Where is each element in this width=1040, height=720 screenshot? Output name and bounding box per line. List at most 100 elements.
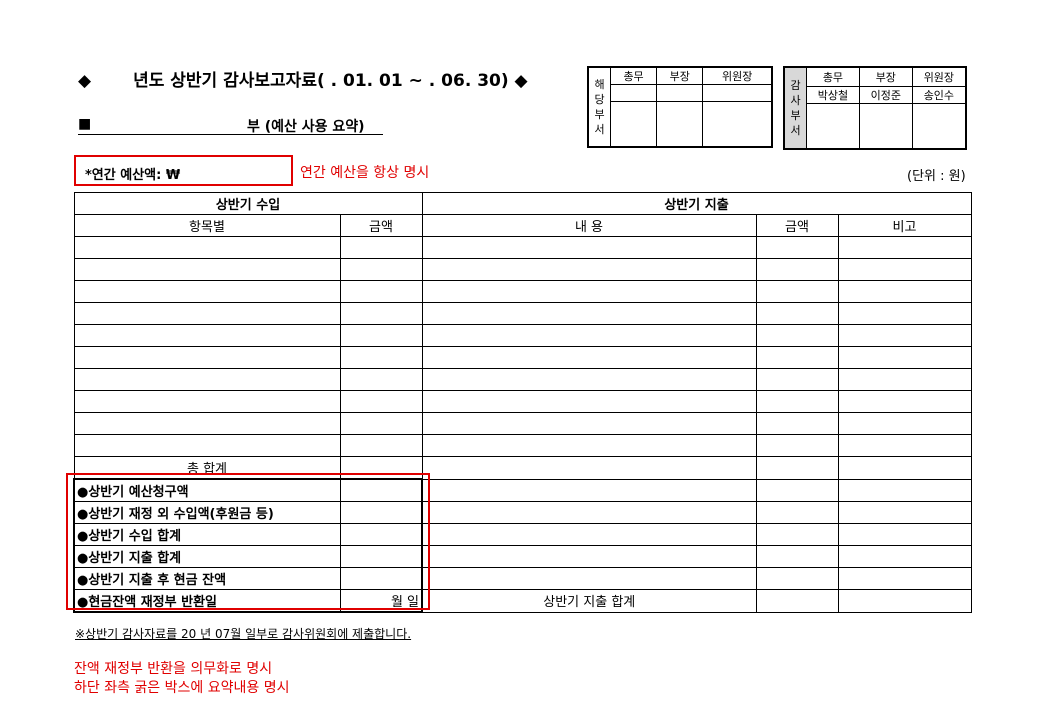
- table-cell[interactable]: [73, 412, 341, 435]
- signature-cell[interactable]: [656, 101, 704, 148]
- table-cell[interactable]: [755, 456, 839, 480]
- signature-cell[interactable]: [702, 101, 773, 148]
- signature-cell[interactable]: [609, 101, 658, 148]
- table-cell[interactable]: [421, 434, 757, 457]
- table-cell[interactable]: [339, 324, 423, 347]
- approval-header: 총무: [806, 66, 860, 87]
- table-cell[interactable]: [837, 589, 972, 613]
- expense-header: 상반기 지출: [421, 192, 972, 215]
- table-cell[interactable]: [755, 545, 839, 568]
- table-cell[interactable]: [421, 258, 757, 281]
- table-cell[interactable]: [755, 478, 839, 502]
- summary-label: ●상반기 수입 합계: [73, 523, 341, 546]
- table-cell[interactable]: [339, 258, 423, 281]
- approval-name: 이정준: [858, 85, 913, 104]
- table-cell[interactable]: [755, 434, 839, 457]
- table-cell[interactable]: [73, 302, 341, 325]
- table-cell[interactable]: [421, 523, 757, 546]
- summary-value[interactable]: 월 일: [339, 589, 423, 613]
- table-cell[interactable]: [755, 280, 839, 303]
- table-cell[interactable]: [421, 280, 757, 303]
- table-cell[interactable]: [339, 368, 423, 391]
- table-cell[interactable]: [421, 501, 757, 524]
- table-cell[interactable]: [421, 545, 757, 568]
- table-cell[interactable]: [837, 302, 972, 325]
- table-cell[interactable]: [421, 456, 757, 480]
- table-cell[interactable]: [755, 390, 839, 413]
- table-cell[interactable]: [837, 390, 972, 413]
- table-cell[interactable]: [837, 456, 972, 480]
- table-cell[interactable]: [755, 258, 839, 281]
- table-cell[interactable]: [755, 501, 839, 524]
- table-cell[interactable]: [421, 412, 757, 435]
- annual-budget-note: 연간 예산을 항상 명시: [300, 165, 430, 181]
- signature-cell[interactable]: [806, 102, 860, 150]
- table-cell[interactable]: [837, 324, 972, 347]
- column-header: 비고: [837, 214, 972, 237]
- table-cell[interactable]: [837, 434, 972, 457]
- table-cell[interactable]: [837, 368, 972, 391]
- table-cell[interactable]: [421, 368, 757, 391]
- table-cell[interactable]: [837, 346, 972, 369]
- table-cell[interactable]: [421, 346, 757, 369]
- summary-value[interactable]: [339, 567, 423, 590]
- table-cell[interactable]: [73, 236, 341, 259]
- approval-name: 박상철: [806, 85, 860, 104]
- table-cell[interactable]: [837, 236, 972, 259]
- column-header: 항목별: [73, 214, 341, 237]
- table-row: [73, 434, 972, 457]
- table-cell[interactable]: [73, 434, 341, 457]
- summary-label: ●상반기 지출 후 현금 잔액: [73, 567, 341, 590]
- table-cell[interactable]: [755, 567, 839, 590]
- table-cell[interactable]: [755, 368, 839, 391]
- column-header: 금액: [339, 214, 423, 237]
- table-cell[interactable]: [837, 501, 972, 524]
- signature-cell[interactable]: [911, 102, 967, 150]
- table-cell[interactable]: [73, 324, 341, 347]
- table-cell[interactable]: [837, 478, 972, 502]
- diamond-icon: ◆: [78, 71, 92, 91]
- table-cell[interactable]: [421, 390, 757, 413]
- table-cell[interactable]: [421, 567, 757, 590]
- table-cell[interactable]: [339, 346, 423, 369]
- table-cell[interactable]: [73, 368, 341, 391]
- expense-total-label: 상반기 지출 합계: [421, 589, 757, 613]
- table-cell[interactable]: [421, 478, 757, 502]
- table-cell[interactable]: [755, 589, 839, 613]
- table-cell[interactable]: [755, 412, 839, 435]
- table-cell[interactable]: [755, 324, 839, 347]
- signature-cell[interactable]: [858, 102, 913, 150]
- table-cell[interactable]: [755, 302, 839, 325]
- table-cell[interactable]: [73, 390, 341, 413]
- table-cell[interactable]: [339, 434, 423, 457]
- table-cell[interactable]: [837, 412, 972, 435]
- table-cell[interactable]: [421, 324, 757, 347]
- summary-row: ●상반기 지출 후 현금 잔액: [73, 567, 972, 590]
- table-cell[interactable]: [73, 280, 341, 303]
- table-cell[interactable]: [339, 302, 423, 325]
- table-cell[interactable]: [755, 236, 839, 259]
- table-cell[interactable]: [837, 258, 972, 281]
- table-cell[interactable]: [339, 236, 423, 259]
- table-cell[interactable]: [837, 523, 972, 546]
- table-cell[interactable]: [421, 236, 757, 259]
- table-cell[interactable]: [339, 390, 423, 413]
- table-row: [73, 280, 972, 303]
- table-cell[interactable]: [421, 302, 757, 325]
- table-cell[interactable]: [339, 280, 423, 303]
- table-cell[interactable]: [837, 280, 972, 303]
- table-cell[interactable]: [73, 258, 341, 281]
- summary-row: ●상반기 수입 합계: [73, 523, 972, 546]
- table-cell[interactable]: [73, 346, 341, 369]
- annual-budget-label: *연간 예산액: ₩: [85, 168, 181, 183]
- table-cell[interactable]: [339, 412, 423, 435]
- table-cell[interactable]: [755, 523, 839, 546]
- table-cell[interactable]: [837, 567, 972, 590]
- table-cell[interactable]: [837, 545, 972, 568]
- summary-highlight-box: [66, 473, 430, 610]
- table-cell[interactable]: [755, 346, 839, 369]
